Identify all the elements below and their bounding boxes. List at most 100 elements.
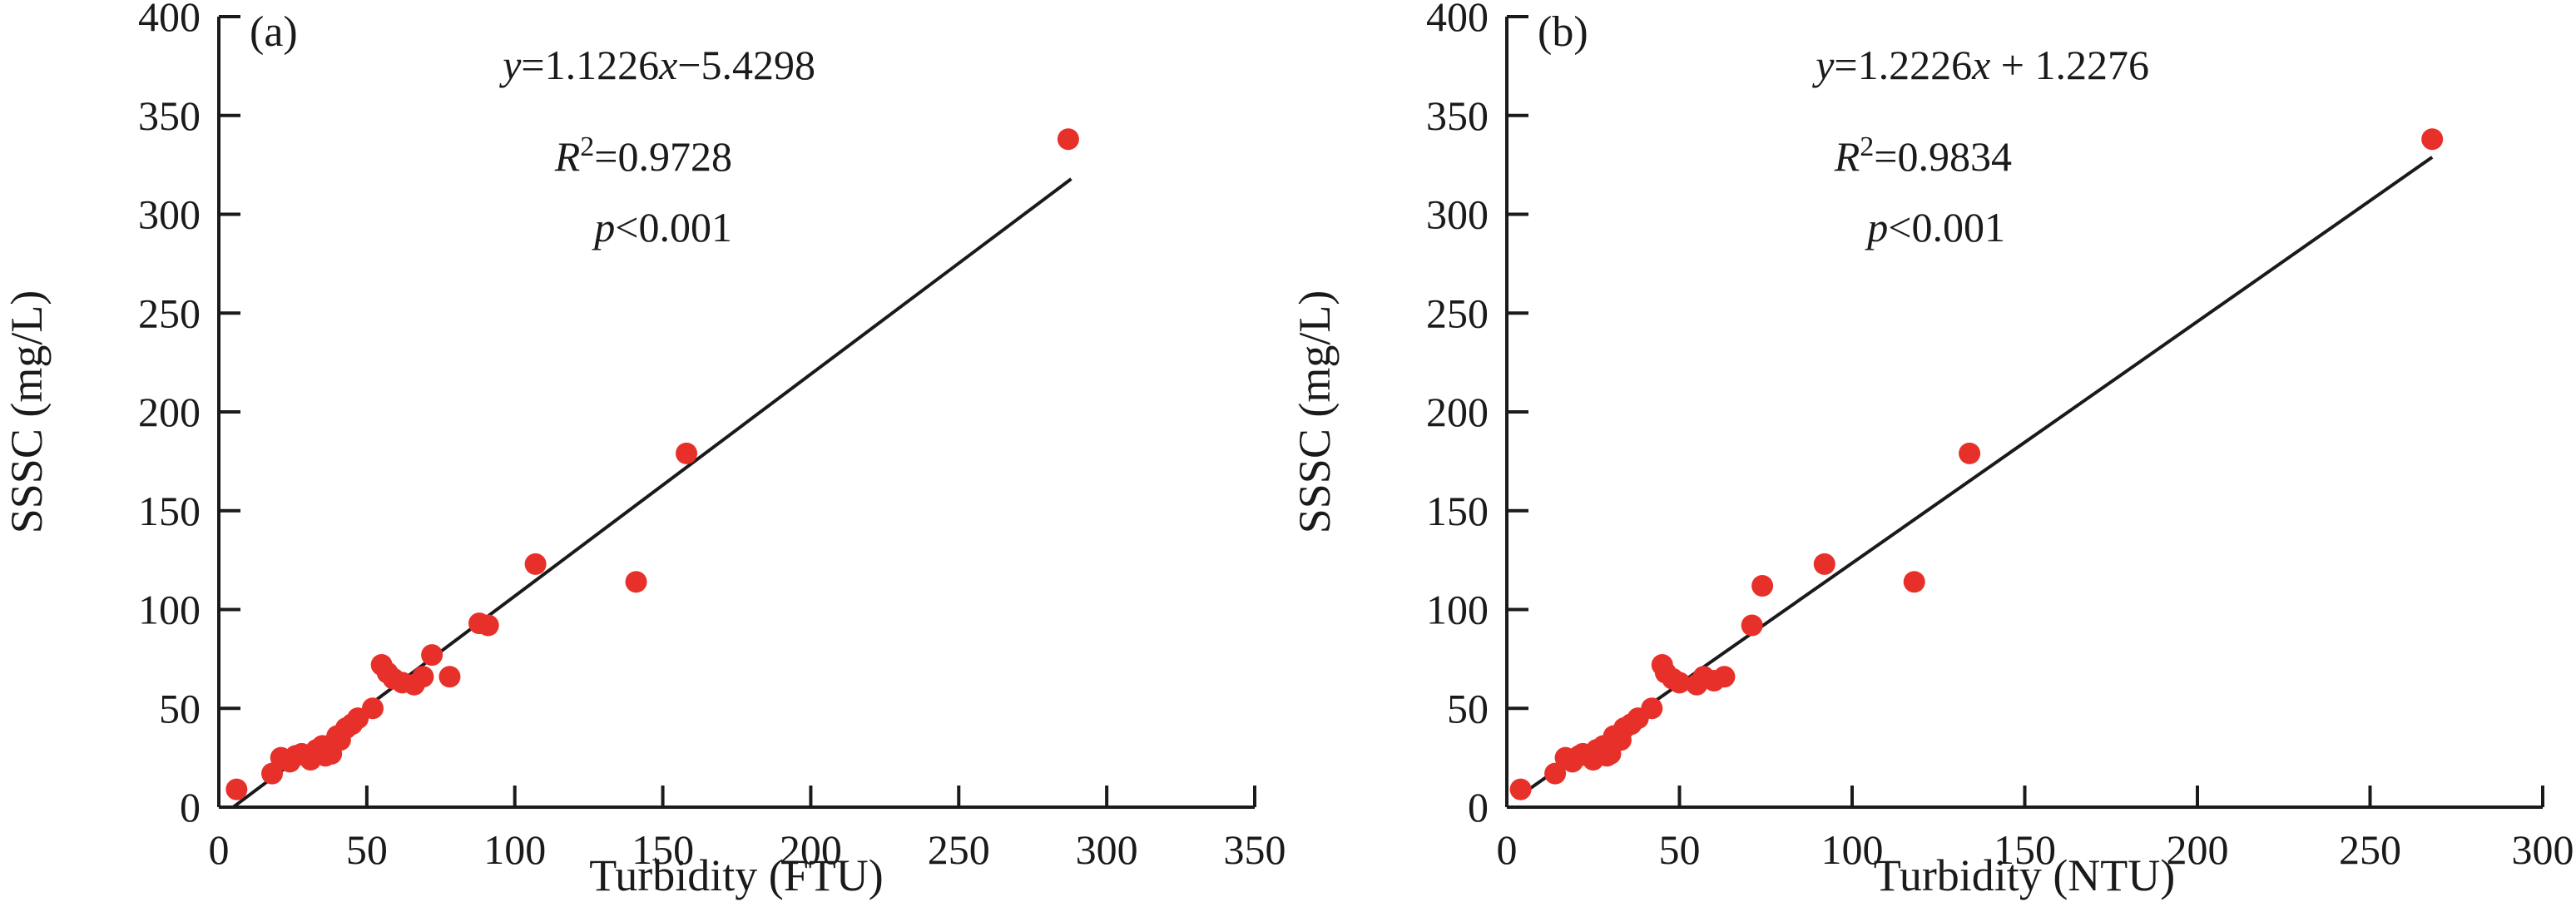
panel-a-y-ticks — [219, 15, 240, 809]
panel-a-y-tick-labels: 0 50 100 150 200 250 300 350 400 — [138, 0, 201, 830]
panel-a-y-tick-label: 350 — [138, 92, 201, 139]
panel-b-turbidity-ntu: 0 50 100 150 200 250 300 350 400 0 50 100 150 200 250… — [1288, 0, 2576, 917]
panel-b-scatter-point — [1751, 575, 1774, 597]
panel-a-scatter-point — [477, 614, 499, 637]
panel-b-label: (b) — [1538, 8, 1588, 56]
panel-b-r-squared: R2=0.9834 — [1834, 131, 2012, 180]
panel-b-y-axis-title: SSSC (mg/L) — [1290, 290, 1340, 534]
panel-a-svg: 0 50 100 150 200 250 300 350 400 0 50 100 150 200 250… — [2, 0, 1286, 900]
panel-b-x-tick-label: 100 — [1821, 826, 1884, 873]
panel-b-r-symbol: R — [1834, 133, 1860, 180]
panel-b-x-tick-label: 0 — [1497, 826, 1518, 873]
panel-a-scatter-point — [1057, 128, 1079, 151]
panel-a-x-tick-label: 300 — [1076, 826, 1138, 873]
panel-a-p-number: <0.001 — [615, 204, 732, 250]
panel-b-y-ticks — [1507, 15, 1528, 809]
panel-a-scatter-point — [524, 553, 547, 575]
panel-a-equation-tail: −5.4298 — [677, 42, 815, 88]
panel-b-data-points — [1509, 128, 2444, 801]
panel-a-turbidity-ftu: 0 50 100 150 200 250 300 350 400 0 50 100 150 200 250… — [2, 0, 1286, 900]
panel-b-svg: 0 50 100 150 200 250 300 350 400 0 50 100 150 200 250… — [1290, 0, 2574, 900]
panel-b-scatter-point — [1641, 697, 1663, 720]
panel-a-x-axis-title: Turbidity (FTU) — [589, 850, 884, 900]
panel-a-y-axis-title: SSSC (mg/L) — [2, 290, 52, 534]
panel-a-p-symbol: p — [592, 204, 615, 250]
panel-a-x-tick-label: 100 — [483, 826, 546, 873]
panel-b-y-tick-label: 400 — [1426, 0, 1489, 40]
panel-b-x-tick-label: 250 — [2339, 826, 2401, 873]
panel-b-y-tick-label: 100 — [1426, 587, 1489, 633]
panel-a-r-value: =0.9728 — [594, 133, 732, 180]
panel-a-scatter-point — [412, 666, 434, 688]
panel-b-equation-y: y — [1811, 42, 1835, 88]
panel-b-y-tick-label: 150 — [1426, 488, 1489, 534]
panel-a-r-symbol: R — [554, 133, 581, 180]
panel-a-equation-body: =1.1226 — [521, 42, 659, 88]
panel-b-equation: y=1.2226x + 1.2276 — [1811, 42, 2149, 88]
panel-a-y-tick-label: 250 — [138, 290, 201, 336]
panel-b-y-tick-label: 250 — [1426, 290, 1489, 336]
panel-b-x-tick-label: 50 — [1659, 826, 1701, 873]
panel-a-y-tick-label: 100 — [138, 587, 201, 633]
panel-a-scatter-point — [625, 571, 647, 593]
panel-a-r-squared: R2=0.9728 — [554, 131, 732, 180]
panel-a-y-tick-label: 300 — [138, 191, 201, 238]
panel-b-scatter-point — [1741, 614, 1763, 637]
panel-a-r-exponent: 2 — [580, 131, 594, 162]
panel-b-scatter-point — [1509, 778, 1532, 801]
panel-a-x-tick-label: 50 — [346, 826, 388, 873]
panel-a-data-points — [225, 128, 1079, 801]
panel-a-x-tick-label: 250 — [928, 826, 990, 873]
panel-b-scatter-point — [1959, 442, 1981, 464]
panel-a-label: (a) — [250, 8, 298, 56]
panel-a-axes — [217, 17, 1255, 809]
panel-a-scatter-point — [225, 778, 248, 801]
panel-b-p-value: p<0.001 — [1865, 204, 2005, 250]
panel-b-x-tick-label: 150 — [1994, 826, 2056, 873]
panel-b-x-axis-title: Turbidity (NTU) — [1874, 850, 2176, 900]
panel-a-scatter-point — [261, 762, 284, 785]
panel-a-x-tick-labels: 0 50 100 150 200 250 300 350 — [209, 826, 1286, 873]
panel-b-y-tick-label: 50 — [1447, 685, 1489, 731]
panel-a-p-value: p<0.001 — [592, 204, 732, 250]
panel-a-equation-y: y — [498, 42, 522, 88]
panel-b-scatter-point — [1544, 762, 1567, 785]
panel-a-y-tick-label: 200 — [138, 389, 201, 435]
panel-b-scatter-point — [1903, 571, 1925, 593]
panel-b-y-tick-label: 300 — [1426, 191, 1489, 238]
panel-b-y-tick-label: 200 — [1426, 389, 1489, 435]
panel-b-y-tick-label: 0 — [1468, 784, 1489, 830]
panel-b-p-number: <0.001 — [1888, 204, 2005, 250]
panel-b-axes — [1505, 17, 2543, 809]
panel-a-y-tick-label: 400 — [138, 0, 201, 40]
panel-b-scatter-point — [2421, 128, 2444, 151]
panel-b-r-exponent: 2 — [1860, 131, 1874, 162]
panel-b-x-tick-label: 200 — [2167, 826, 2229, 873]
panel-a-y-tick-label: 0 — [180, 784, 201, 830]
panel-a-y-tick-label: 50 — [159, 685, 201, 731]
panel-b-equation-tail: + 1.2276 — [1990, 42, 2149, 88]
panel-b-equation-body: =1.2226 — [1834, 42, 1972, 88]
panel-a-scatter-point — [676, 442, 698, 464]
panel-b-scatter-point — [1713, 666, 1736, 688]
panel-b-x-ticks — [1505, 786, 2544, 807]
panel-a-x-tick-label: 350 — [1224, 826, 1286, 873]
panel-b-p-symbol: p — [1865, 204, 1888, 250]
panel-b-r-value: =0.9834 — [1874, 133, 2012, 180]
panel-b-y-tick-labels: 0 50 100 150 200 250 300 350 400 — [1426, 0, 1489, 830]
panel-a-x-tick-label: 200 — [780, 826, 842, 873]
panel-a-scatter-point — [421, 644, 443, 667]
panel-b-scatter-point — [1668, 672, 1691, 694]
panel-a-scatter-point — [361, 697, 384, 720]
panel-a-equation-x: x — [658, 42, 677, 88]
panel-b-equation-x: x — [1971, 42, 1990, 88]
panel-a-x-tick-label: 150 — [632, 826, 694, 873]
panel-a-scatter-point — [438, 666, 461, 688]
panel-b-y-tick-label: 350 — [1426, 92, 1489, 139]
panel-b-x-tick-label: 300 — [2512, 826, 2574, 873]
panel-b-scatter-point — [1813, 553, 1835, 575]
panel-a-equation: y=1.1226x−5.4298 — [498, 42, 815, 88]
panel-a-x-ticks — [217, 786, 1256, 807]
panel-a-y-tick-label: 150 — [138, 488, 201, 534]
